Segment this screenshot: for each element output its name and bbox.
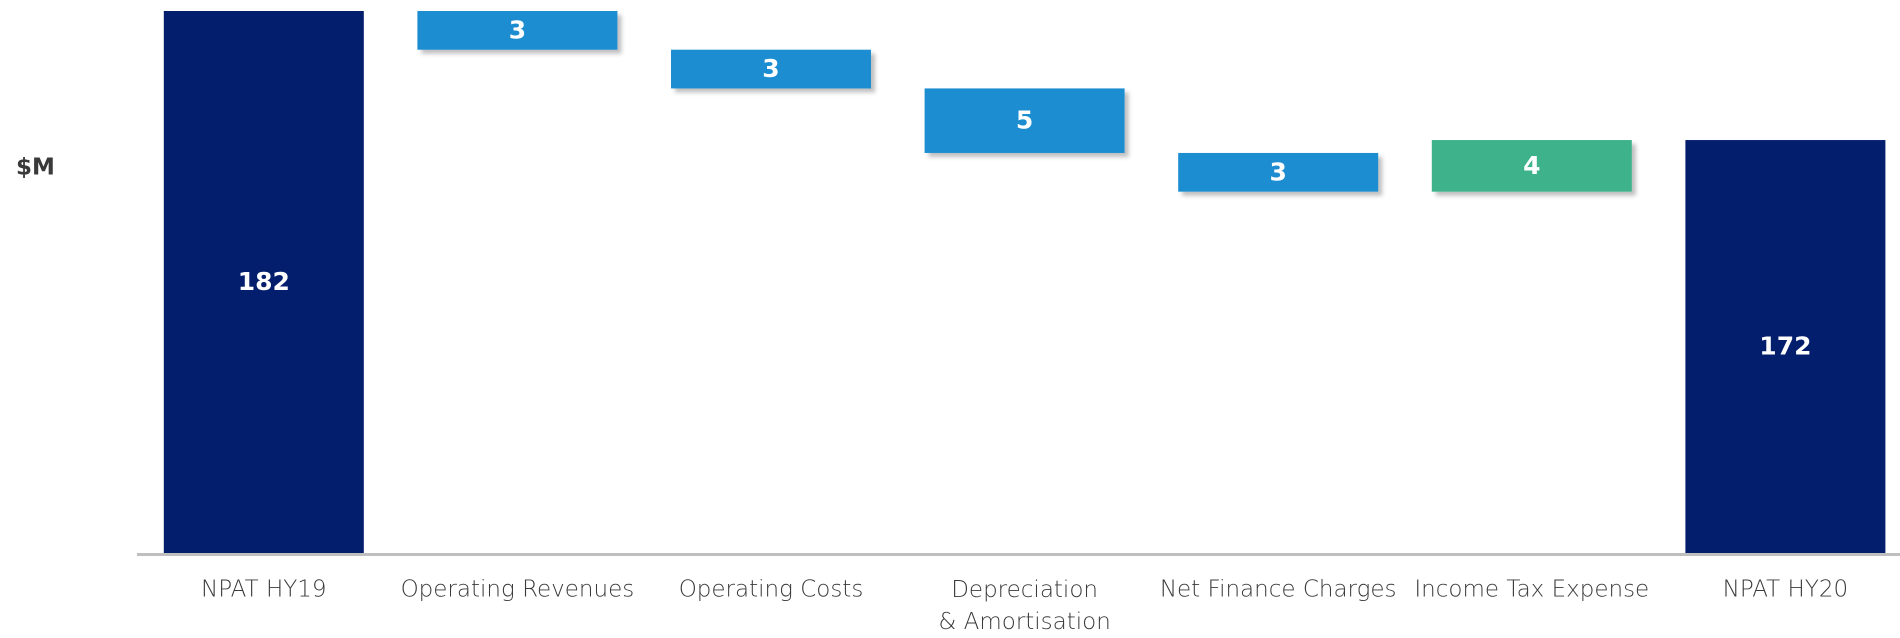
x-tick-label: Depreciation & Amortisation <box>938 577 1110 635</box>
bar <box>1178 152 1379 192</box>
value-label: 4 <box>1523 151 1540 180</box>
value-label: 3 <box>1269 157 1286 186</box>
value-label: 3 <box>762 54 779 83</box>
bar <box>1685 140 1886 554</box>
x-tick-label: NPAT HY20 <box>1723 577 1849 603</box>
y-axis-label: $M <box>16 155 55 181</box>
value-label: 3 <box>509 15 526 44</box>
bar <box>163 11 364 553</box>
x-tick-label: Operating Costs <box>679 577 864 603</box>
value-label: 5 <box>1016 106 1033 135</box>
value-label: 182 <box>238 267 290 296</box>
bar <box>671 49 871 89</box>
bar <box>1431 140 1632 192</box>
bar <box>924 88 1125 153</box>
x-tick-label: Net Finance Charges <box>1160 577 1397 603</box>
x-tick-label: Income Tax Expense <box>1414 577 1649 603</box>
x-tick-label: NPAT HY19 <box>201 577 327 603</box>
value-label: 172 <box>1759 332 1811 361</box>
bar <box>417 11 618 50</box>
x-tick-label: Operating Revenues <box>401 577 635 603</box>
